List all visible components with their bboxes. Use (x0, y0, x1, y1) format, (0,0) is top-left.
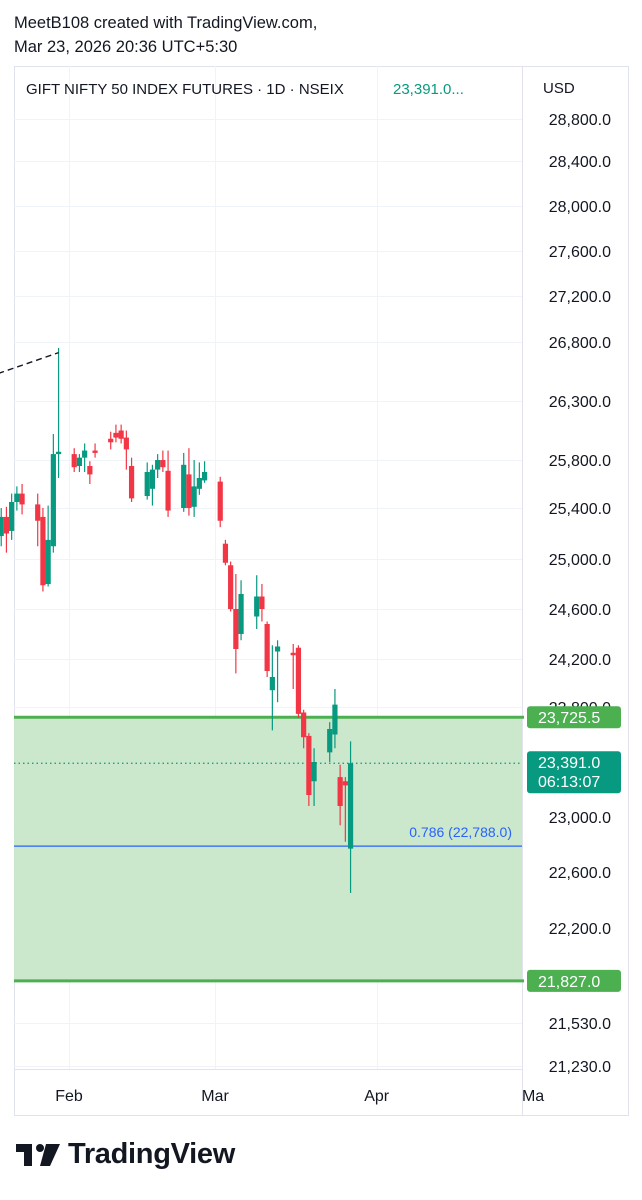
candle-body (311, 762, 317, 782)
candle-body (128, 466, 135, 499)
last-price-badge-bg (527, 751, 621, 794)
candle-body (217, 481, 223, 521)
trendline[interactable] (0, 351, 59, 384)
trendline-dashed (0, 351, 59, 374)
candle-body (228, 565, 234, 609)
candle-body (301, 712, 307, 738)
zone-fill (14, 717, 522, 981)
candle-body (113, 432, 119, 438)
candle-body (222, 543, 229, 563)
candle-body (0, 516, 4, 537)
candle-body (196, 478, 202, 489)
price-tick-label: 28,800.0 (549, 112, 611, 129)
candle-body (76, 457, 83, 466)
candle-body (347, 763, 354, 849)
candle-body (144, 472, 150, 496)
price-tick-label: 28,400.0 (549, 154, 611, 171)
candle-body (165, 470, 171, 511)
price-tick-label: 25,400.0 (549, 501, 611, 518)
candle-body (191, 486, 197, 507)
price-tick-label: 25,000.0 (549, 552, 611, 569)
candle-body (123, 437, 129, 450)
currency-label[interactable]: USD (543, 80, 575, 97)
tradingview-logo[interactable]: TradingView (16, 1138, 235, 1171)
candle-body (306, 735, 312, 795)
candle-body (254, 596, 260, 617)
candle-body (71, 454, 77, 468)
candle-body (35, 504, 41, 521)
time-scale-labels: Feb Mar Apr Ma (55, 1088, 544, 1105)
fib-level[interactable]: 0.786 (22,788.0) (14, 762, 522, 847)
candle-body (332, 704, 338, 735)
candle-body (14, 493, 20, 502)
candle-body (337, 777, 343, 806)
price-tick-label: 28,000.0 (549, 199, 611, 216)
candle-body (92, 450, 98, 453)
candle-body (149, 469, 156, 489)
zone-bottom-badge-text: 21,827.0 (538, 974, 600, 991)
candle-body (269, 677, 275, 691)
price-tick-label: 24,600.0 (549, 602, 611, 619)
price-tick-label: 27,200.0 (549, 289, 611, 306)
candle-body (19, 493, 25, 505)
price-tick-label: 21,230.0 (549, 1059, 611, 1076)
price-tick-label: 26,300.0 (549, 394, 611, 411)
candle-body (87, 466, 93, 475)
candle-body (201, 472, 208, 481)
candle-body (45, 539, 51, 584)
time-tick-label: Feb (55, 1088, 83, 1105)
candle-body (55, 451, 62, 455)
demand-zone[interactable] (14, 715, 524, 983)
candle-body (290, 652, 296, 656)
candle-body (186, 474, 192, 508)
candle-body (327, 729, 333, 753)
zone-top-badge-text: 23,725.5 (538, 710, 600, 727)
time-tick-label: Mar (201, 1088, 229, 1105)
candle-body (40, 516, 46, 586)
candle-body (342, 781, 348, 786)
tradingview-logo-text: TradingView (68, 1138, 235, 1170)
time-tick-label: Apr (364, 1088, 390, 1105)
candle-body (274, 646, 281, 652)
last-price-badge-text: 23,391.0 (538, 755, 600, 772)
price-tick-label: 22,600.0 (549, 865, 611, 882)
tradingview-logo-icon (16, 1143, 60, 1166)
price-chart[interactable]: 28,800.0 28,400.0 28,000.0 27,600.0 27,200.0… (0, 0, 642, 1120)
fib-label: 0.786 (22,788.0) (409, 824, 512, 840)
candle-body (160, 460, 166, 468)
price-tick-label: 26,800.0 (549, 335, 611, 352)
candles (0, 347, 354, 893)
candle-body (295, 647, 302, 714)
chart-border (14, 66, 629, 1116)
symbol-title[interactable]: GIFT NIFTY 50 INDEX FUTURES · 1D · NSEIX (26, 81, 344, 98)
price-tick-label: 23,000.0 (549, 810, 611, 827)
symbol-last-price: 23,391.0... (393, 81, 464, 98)
price-badges: 23,725.5 21,827.0 23,391.0 06:13:07 (527, 706, 621, 992)
candle-body (238, 594, 244, 634)
price-tick-label: 25,800.0 (549, 453, 611, 470)
candle-body (50, 454, 56, 547)
candle-body (9, 502, 15, 531)
candle-body (259, 596, 265, 609)
last-price-badge-text: 06:13:07 (538, 774, 600, 791)
price-tick-label: 22,200.0 (549, 921, 611, 938)
price-tick-label: 21,530.0 (549, 1016, 611, 1033)
candle-body (233, 609, 239, 649)
candle-body (264, 624, 270, 671)
candle-body (108, 438, 114, 443)
candle-body (181, 464, 187, 508)
time-tick-label: Ma (522, 1088, 544, 1105)
zone-bottom-badge-bg (527, 969, 621, 992)
price-tick-label: 24,200.0 (549, 652, 611, 669)
candle-body (118, 430, 124, 439)
candle-body (3, 516, 10, 534)
candle-body (82, 450, 88, 458)
header-line-1: MeetB108 created with TradingView.com, (14, 14, 318, 32)
header-line-2: Mar 23, 2026 20:36 UTC+5:30 (14, 38, 238, 56)
candle-body (155, 460, 161, 470)
price-tick-label: 27,600.0 (549, 244, 611, 261)
price-scale-labels: 28,800.0 28,400.0 28,000.0 27,600.0 27,200.0… (549, 112, 611, 1076)
zone-top-badge-bg (527, 706, 621, 729)
